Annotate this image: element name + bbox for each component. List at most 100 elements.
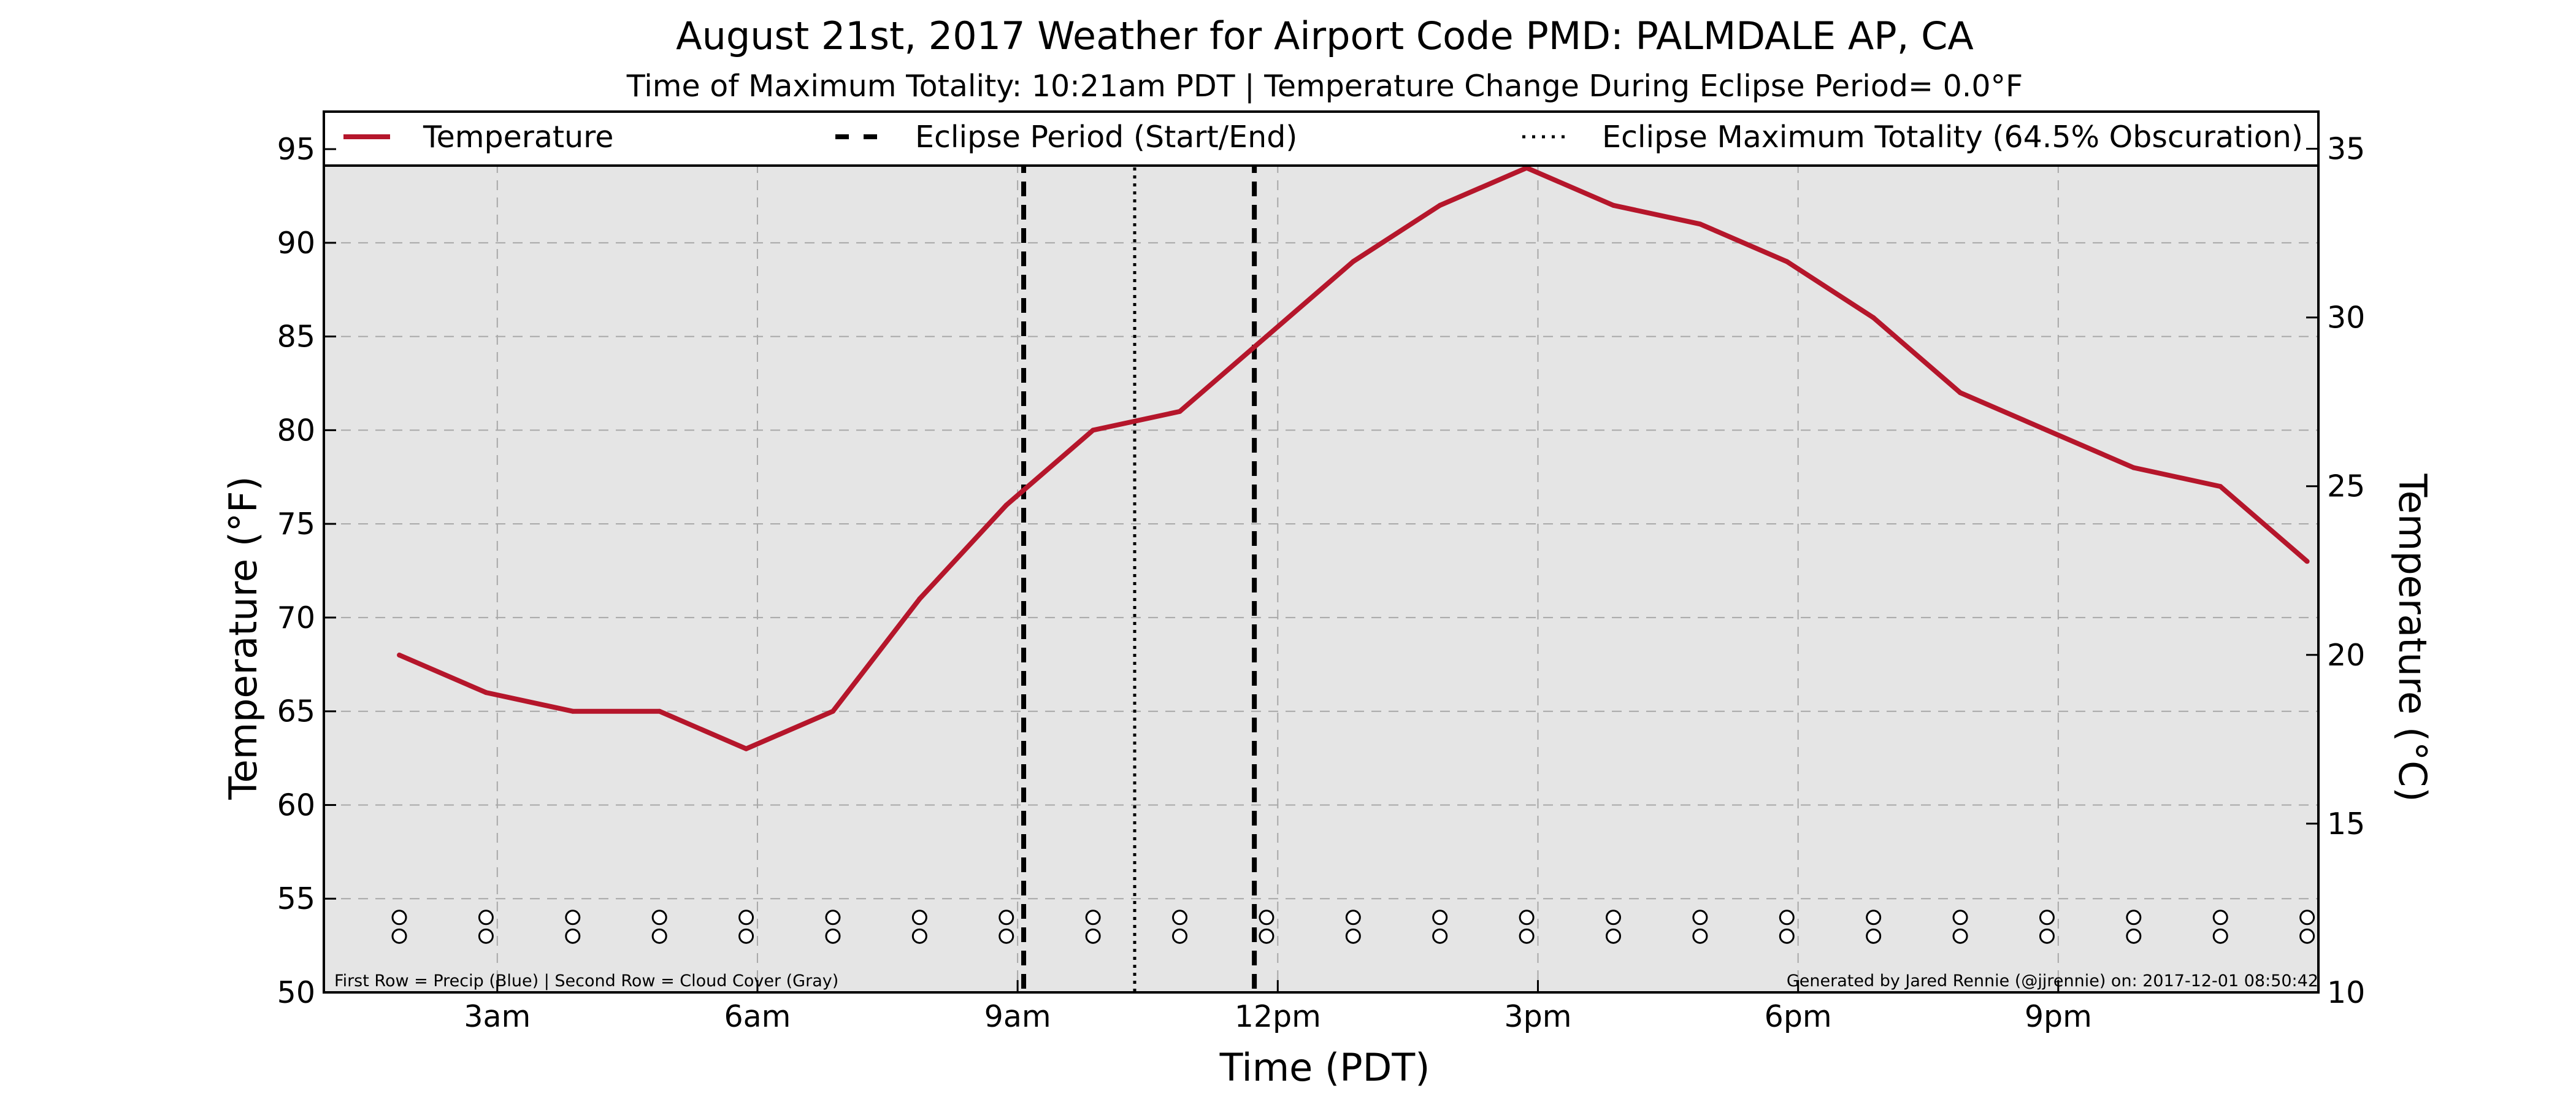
temperature-point (1611, 202, 1616, 208)
y2-axis-ticks: 10 15 20 25 30 35 (2306, 132, 2365, 1010)
cloud-cover-marker (2212, 928, 2228, 944)
cloud-cover-marker (1779, 928, 1795, 944)
x-tick-label: 3pm (1504, 999, 1571, 1034)
precip-marker (1085, 910, 1101, 926)
y-axis-label: Temperature (°F) (221, 476, 266, 800)
temperature-point (657, 708, 662, 714)
temperature-point (830, 708, 835, 714)
cloud-cover-marker (1345, 928, 1361, 944)
cloud-cover-marker (911, 928, 927, 944)
precip-marker (2299, 910, 2315, 926)
cloud-cover-marker (565, 928, 581, 944)
cloud-cover-marker (2039, 928, 2055, 944)
temperature-point (917, 596, 922, 602)
legend: Temperature Eclipse Period (Start/End) E… (323, 110, 2320, 167)
temperature-point (2044, 427, 2050, 433)
precip-marker (1432, 910, 1448, 926)
temperature-point (1784, 259, 1790, 264)
temperature-point (1091, 427, 1096, 433)
precip-marker (651, 910, 667, 926)
precip-marker (1779, 910, 1795, 926)
x-tick-label: 6pm (1765, 999, 1832, 1034)
precip-marker (1605, 910, 1621, 926)
cloud-cover-marker (999, 928, 1014, 944)
temperature-point (1003, 502, 1009, 508)
precip-marker (478, 910, 494, 926)
temperature-point (1958, 390, 1963, 396)
y-tick-label: 50 (277, 975, 315, 1010)
x-tick-label: 9am (984, 999, 1051, 1034)
series-layer (397, 165, 2310, 751)
precip-marker (1259, 910, 1275, 926)
x-axis-label: Time (PDT) (1219, 1045, 1430, 1090)
cloud-cover-marker (1172, 928, 1188, 944)
precip-marker (1172, 910, 1188, 926)
x-tick-label: 3am (464, 999, 531, 1034)
temperature-point (1177, 408, 1183, 414)
legend-box (323, 110, 2320, 167)
cloud-cover-marker (1605, 928, 1621, 944)
precip-marker (2212, 910, 2228, 926)
precip-marker (565, 910, 581, 926)
cloud-cover-marker (1692, 928, 1708, 944)
cloud-precip-markers (391, 910, 2315, 944)
y2-tick-label: 15 (2327, 807, 2365, 841)
y-axis-ticks: 50 55 60 65 70 75 80 85 90 95 (277, 132, 336, 1010)
cloud-cover-marker (478, 928, 494, 944)
cloud-cover-marker (1519, 928, 1535, 944)
cloud-cover-marker (825, 928, 841, 944)
precip-marker (1692, 910, 1708, 926)
y-tick-label: 60 (277, 788, 315, 822)
y2-tick-label: 20 (2327, 638, 2365, 673)
y-tick-label: 85 (277, 320, 315, 355)
precip-marker (391, 910, 407, 926)
y-tick-label: 55 (277, 881, 315, 916)
temperature-point (1263, 334, 1269, 339)
precip-marker (1519, 910, 1535, 926)
x-tick-label: 9pm (2025, 999, 2092, 1034)
y2-axis-label: Temperature (°C) (2390, 473, 2435, 802)
cloud-cover-marker (1866, 928, 1882, 944)
cloud-cover-marker (2126, 928, 2142, 944)
y2-tick-label: 25 (2327, 469, 2365, 504)
chart-subtitle: Time of Maximum Totality: 10:21am PDT | … (626, 69, 2023, 104)
plot-area (324, 112, 2318, 992)
precip-marker (2039, 910, 2055, 926)
cloud-cover-marker (1085, 928, 1101, 944)
footer-right-credit: Generated by Jared Rennie (@jjrennie) on… (1787, 972, 2318, 991)
precip-marker (738, 910, 754, 926)
chart-title: August 21st, 2017 Weather for Airport Co… (676, 13, 1974, 58)
y-tick-label: 95 (277, 132, 315, 167)
temperature-point (1871, 315, 1876, 321)
temperature-point (1437, 202, 1443, 208)
temperature-point (2131, 465, 2136, 470)
precip-marker (825, 910, 841, 926)
y-tick-label: 80 (277, 413, 315, 448)
temperature-point (2304, 559, 2310, 564)
cloud-cover-marker (391, 928, 407, 944)
temperature-point (483, 690, 489, 696)
precip-marker (1866, 910, 1882, 926)
y-tick-label: 65 (277, 694, 315, 729)
legend-eclipse-period-label: Eclipse Period (Start/End) (915, 120, 1297, 155)
eclipse-markers (1021, 112, 1257, 992)
y2-tick-label: 30 (2327, 301, 2365, 335)
temperature-point (570, 708, 575, 714)
y-tick-label: 70 (277, 600, 315, 635)
cloud-cover-marker (2299, 928, 2315, 944)
precip-marker (911, 910, 927, 926)
y-tick-label: 75 (277, 507, 315, 542)
precip-marker (999, 910, 1014, 926)
legend-eclipse-max-label: Eclipse Maximum Totality (64.5% Obscurat… (1602, 120, 2303, 155)
cloud-cover-marker (1952, 928, 1968, 944)
legend-temperature-label: Temperature (423, 120, 613, 155)
y2-tick-label: 35 (2327, 132, 2365, 167)
temperature-point (2218, 484, 2223, 489)
y2-tick-label: 10 (2327, 975, 2365, 1010)
temperature-point (1697, 221, 1703, 227)
precip-marker (1952, 910, 1968, 926)
temperature-point (397, 653, 402, 658)
temperature-point (1351, 259, 1356, 264)
x-tick-label: 12pm (1235, 999, 1321, 1034)
